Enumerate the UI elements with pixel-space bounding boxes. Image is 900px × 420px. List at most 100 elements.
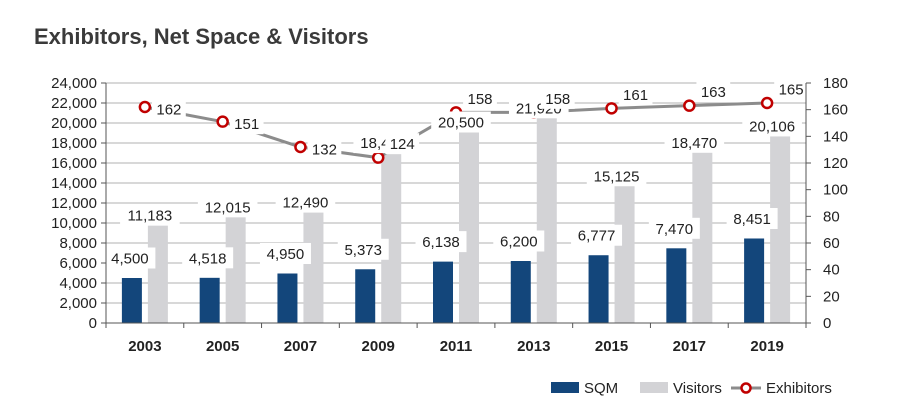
bar-sqm (277, 273, 298, 323)
legend-swatch-exhibitors-marker (740, 382, 752, 394)
label-sqm-bg (104, 247, 156, 269)
label-exhibitors-bg (618, 83, 653, 105)
bar-visitors (381, 138, 402, 323)
label-visitors-bg (586, 165, 647, 187)
label-exhibitors: 161 (623, 87, 648, 104)
bar-visitors (147, 211, 168, 323)
label-sqm: 6,200 (500, 234, 538, 251)
x-tick-label: 2009 (362, 338, 395, 355)
y-right-tick-label: 20 (823, 288, 840, 305)
label-sqm: 8,451 (733, 211, 771, 228)
axes: 0 2,000 4,000 6,000 8,000 10,000 12,000 14,000 1… (51, 75, 848, 355)
y-left-tick-label: 10,000 (51, 215, 97, 232)
legend-swatch-visitors (640, 382, 668, 393)
label-sqm-bg (648, 217, 700, 239)
bar-sqm (199, 277, 220, 323)
y-left-tick-label: 16,000 (51, 155, 97, 172)
legend-label-visitors: Visitors (673, 380, 722, 397)
y-left-tick-label: 8,000 (59, 235, 97, 252)
label-exhibitors-bg (774, 78, 809, 100)
label-exhibitors-bg (540, 87, 575, 109)
chart-title: Exhibitors, Net Space & Visitors (34, 24, 369, 49)
label-sqm-bg (337, 238, 389, 260)
bar-sqm (121, 278, 142, 323)
y-left-tick-label: 12,000 (51, 195, 97, 212)
label-exhibitors-bg (307, 138, 342, 160)
exhibitors-marker (294, 140, 307, 154)
label-sqm: 4,950 (267, 246, 305, 263)
label-exhibitors: 158 (467, 91, 492, 108)
bar-visitors (770, 121, 791, 323)
label-exhibitors-bg (463, 87, 497, 109)
label-sqm: 5,373 (344, 242, 382, 259)
label-exhibitors: 124 (390, 136, 415, 153)
legend-label-sqm: SQM (584, 380, 618, 397)
label-sqm-bg (726, 207, 778, 229)
label-sqm: 6,138 (422, 234, 460, 251)
label-visitors-bg (742, 115, 802, 137)
label-sqm: 6,777 (578, 228, 616, 245)
label-visitors: 18,470 (671, 135, 717, 152)
legend-label-exhibitors: Exhibitors (766, 380, 832, 397)
y-left-tick-label: 22,000 (51, 95, 97, 112)
y-right-tick-label: 0 (823, 315, 831, 332)
label-exhibitors: 162 (156, 102, 181, 119)
x-tick-label: 2019 (750, 338, 783, 355)
label-sqm-bg (259, 243, 311, 264)
y-left-tick-label: 2,000 (59, 295, 97, 312)
y-right-tick-label: 160 (823, 102, 848, 119)
x-tick-label: 2017 (673, 338, 706, 355)
y-right-tick-label: 120 (823, 155, 848, 172)
label-sqm-bg (182, 247, 234, 269)
label-exhibitors: 151 (234, 116, 259, 133)
exhibitors-marker (371, 151, 385, 164)
label-exhibitors-bg (385, 133, 420, 155)
label-visitors: 20,500 (438, 115, 484, 132)
label-sqm: 7,470 (656, 221, 694, 238)
label-sqm: 4,500 (111, 251, 149, 268)
bar-sqm (666, 248, 687, 323)
x-tick-label: 2003 (128, 338, 161, 355)
x-tick-label: 2005 (206, 338, 239, 355)
label-visitors: 20,106 (749, 118, 795, 135)
label-visitors-bg (197, 196, 258, 218)
bar-visitors (536, 103, 557, 323)
exhibitors-marker (216, 115, 229, 128)
label-visitors-bg (275, 191, 336, 213)
label-exhibitors-bg (696, 81, 731, 103)
y-left-tick-label: 18,000 (51, 135, 97, 152)
label-visitors: 12,490 (282, 195, 328, 212)
y-right-tick-label: 100 (823, 182, 848, 199)
label-visitors: 12,015 (205, 199, 251, 216)
label-sqm: 4,518 (189, 250, 227, 267)
label-sqm-bg (415, 231, 467, 253)
bars (121, 103, 791, 323)
label-exhibitors: 158 (545, 91, 570, 108)
y-left-tick-label: 24,000 (51, 75, 97, 92)
label-sqm-bg (571, 224, 623, 246)
y-right-tick-label: 60 (823, 235, 840, 252)
data-labels: 4,500 11,183 4,518 12,015 4,950 12,490 5,373 18… (104, 78, 809, 269)
exhibitors-marker (683, 99, 696, 112)
label-exhibitors-bg (151, 98, 186, 120)
y-right-tick-label: 140 (823, 128, 848, 145)
y-left-tick-label: 20,000 (51, 115, 97, 132)
x-tick-label: 2013 (517, 338, 550, 355)
exhibitors-marker (138, 100, 152, 114)
exhibitors-marker (605, 102, 618, 115)
label-visitors: 11,183 (128, 208, 173, 225)
label-visitors-bg (120, 204, 180, 226)
y-right-tick-label: 180 (823, 75, 848, 92)
bar-visitors (692, 138, 713, 323)
label-exhibitors: 163 (701, 84, 726, 101)
legend: SQM Visitors Exhibitors (551, 380, 832, 397)
y-left-tick-label: 4,000 (59, 275, 97, 292)
y-left-tick-label: 14,000 (51, 175, 97, 192)
x-tick-label: 2007 (284, 338, 317, 355)
x-tick-label: 2015 (595, 338, 628, 355)
bar-sqm (433, 261, 453, 323)
label-visitors-bg (664, 131, 725, 153)
bar-visitors (459, 118, 479, 323)
bar-sqm (355, 269, 376, 323)
